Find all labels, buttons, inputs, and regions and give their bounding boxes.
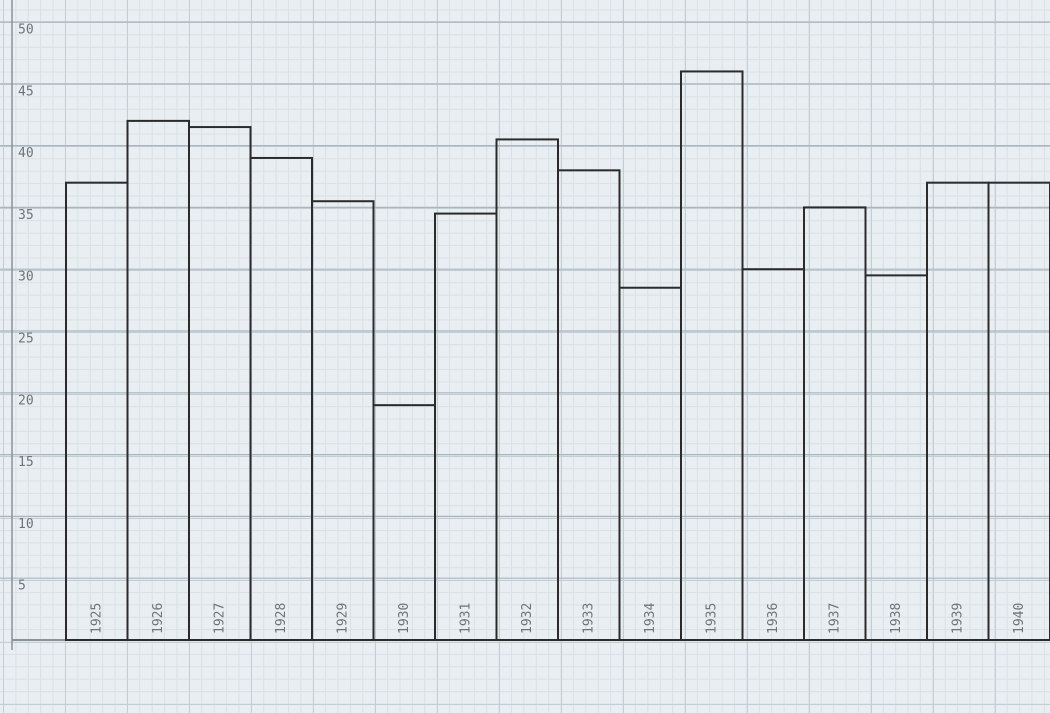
bar <box>495 138 559 641</box>
y-tick-label: 40 <box>18 146 34 161</box>
x-tick-label: 1928 <box>274 603 289 634</box>
bar <box>680 70 744 641</box>
bar <box>557 169 621 641</box>
y-tick-label: 45 <box>18 84 34 99</box>
x-tick-label: 1937 <box>827 603 842 634</box>
bar <box>864 274 928 641</box>
x-tick-label: 1932 <box>520 603 535 634</box>
bar <box>311 200 375 641</box>
x-tick-label: 1930 <box>397 603 412 634</box>
x-tick-label: 1936 <box>766 603 781 634</box>
bar <box>126 119 190 641</box>
x-tick-label: 1940 <box>1012 603 1027 634</box>
x-tick-label: 1925 <box>89 603 104 634</box>
y-tick-label: 50 <box>18 23 34 38</box>
x-tick-label: 1939 <box>950 603 965 634</box>
bar <box>434 212 498 642</box>
x-tick-label: 1931 <box>458 603 473 634</box>
y-tick-label: 35 <box>18 208 34 223</box>
x-tick-label: 1938 <box>889 603 904 634</box>
y-tick-label: 25 <box>18 332 34 347</box>
bar <box>65 181 129 641</box>
x-tick-label: 1935 <box>704 603 719 634</box>
y-tick-label: 15 <box>18 455 34 470</box>
bar <box>618 286 682 641</box>
x-tick-label: 1929 <box>335 603 350 634</box>
bar <box>926 181 990 641</box>
y-tick-label: 10 <box>18 517 34 532</box>
bar <box>188 126 252 641</box>
x-tick-label: 1934 <box>643 603 658 634</box>
y-tick-label: 30 <box>18 270 34 285</box>
bar <box>987 181 1050 641</box>
bar <box>249 156 313 642</box>
x-tick-label: 1933 <box>581 603 596 634</box>
x-tick-label: 1927 <box>212 603 227 634</box>
y-tick-label: 20 <box>18 393 34 408</box>
x-tick-label: 1926 <box>151 603 166 634</box>
y-tick-label: 5 <box>18 579 26 594</box>
bar <box>803 206 867 641</box>
